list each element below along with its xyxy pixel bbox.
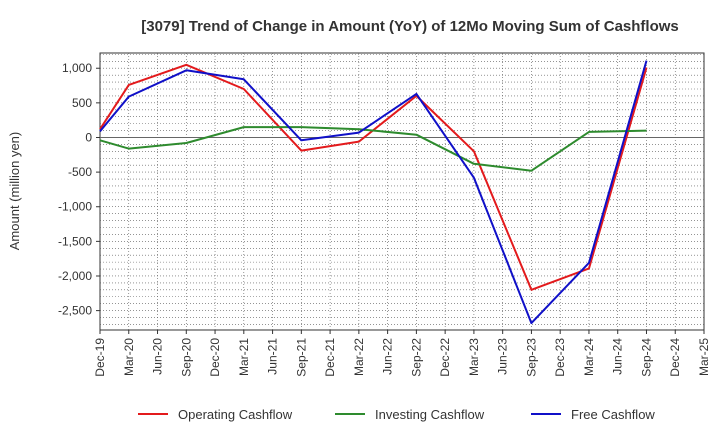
- x-tick-label: Jun-20: [151, 338, 165, 375]
- legend: Operating Cashflow Investing Cashflow Free…: [138, 407, 655, 422]
- x-tick-label: Dec-21: [323, 338, 337, 377]
- y-tick-label: -500: [68, 165, 92, 179]
- investing-cashflow-legend-label: Investing Cashflow: [375, 407, 485, 422]
- y-tick-label: -2,500: [58, 304, 92, 318]
- x-tick-label: Sep-23: [524, 338, 538, 377]
- x-tick-label: Mar-23: [467, 338, 481, 376]
- x-tick-label: Sep-21: [294, 338, 308, 377]
- y-tick-label: 0: [85, 130, 92, 144]
- y-axis-label: Amount (million yen): [7, 132, 22, 251]
- x-tick-label: Mar-24: [582, 338, 596, 376]
- y-tick-label: -1,500: [58, 234, 92, 248]
- x-tick-label: Sep-22: [409, 338, 423, 377]
- x-tick-label: Mar-21: [237, 338, 251, 376]
- free-cashflow-legend-label: Free Cashflow: [571, 407, 655, 422]
- y-tick-label: 500: [72, 96, 92, 110]
- x-axis: Dec-19 Mar-20 Jun-20 Sep-20 Dec-20 Mar-21 Jun-…: [93, 330, 711, 377]
- grid-lines: [100, 53, 704, 330]
- series-lines: [99, 60, 648, 325]
- x-tick-label: Dec-22: [438, 338, 452, 377]
- y-tick-label: -2,000: [58, 269, 92, 283]
- x-tick-label: Jun-24: [611, 338, 625, 375]
- x-tick-label: Mar-20: [122, 338, 136, 376]
- x-tick-label: Mar-22: [352, 338, 366, 376]
- x-tick-label: Dec-23: [553, 338, 567, 377]
- x-tick-label: Mar-25: [697, 338, 711, 376]
- chart-title: [3079] Trend of Change in Amount (YoY) o…: [141, 18, 679, 35]
- plot-area: [99, 52, 705, 331]
- operating-cashflow-line: [99, 63, 648, 291]
- x-tick-label: Sep-20: [179, 338, 193, 377]
- y-axis: 1,000 500 0 -500 -1,000 -1,500 -2,000 -2,500: [58, 61, 100, 318]
- x-tick-label: Sep-24: [639, 338, 653, 377]
- x-tick-label: Jun-23: [496, 338, 510, 375]
- x-tick-label: Dec-24: [668, 338, 682, 377]
- plot-frame: [99, 52, 705, 331]
- free-cashflow-line: [99, 60, 648, 325]
- x-tick-label: Dec-20: [208, 338, 222, 377]
- y-tick-label: 1,000: [62, 61, 92, 75]
- investing-cashflow-line: [99, 126, 647, 172]
- x-tick-label: Jun-22: [381, 338, 395, 375]
- operating-cashflow-legend-label: Operating Cashflow: [178, 407, 293, 422]
- x-tick-label: Jun-21: [266, 338, 280, 375]
- y-tick-label: -1,000: [58, 200, 92, 214]
- x-tick-label: Dec-19: [93, 338, 107, 377]
